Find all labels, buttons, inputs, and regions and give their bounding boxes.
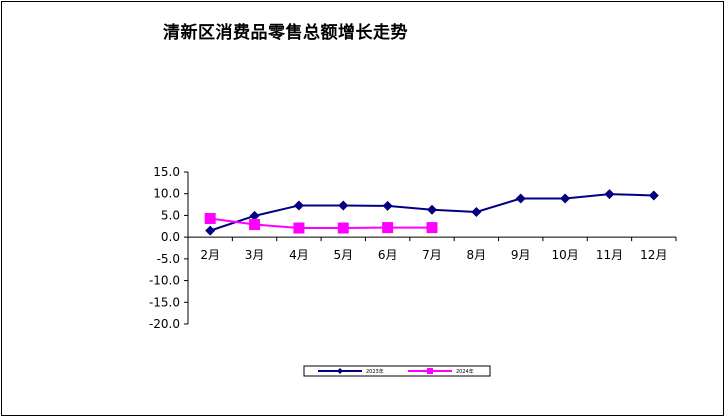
y-tick-label: 15.0	[153, 165, 180, 179]
data-point	[648, 190, 659, 201]
legend-label: 2024年	[456, 368, 474, 375]
data-point	[604, 189, 615, 200]
legend-marker	[427, 368, 433, 374]
y-tick-label: -20.0	[149, 317, 180, 331]
data-point	[382, 222, 394, 234]
data-point	[382, 200, 393, 211]
data-point	[205, 225, 216, 236]
data-point	[427, 204, 437, 215]
chart-series	[204, 189, 659, 236]
y-tick-label: -10.0	[149, 274, 180, 288]
x-tick-label: 5月	[333, 248, 353, 262]
series-2	[204, 212, 438, 234]
y-tick-label: -15.0	[149, 295, 180, 309]
y-tick-label: -5.0	[157, 252, 180, 266]
data-point	[293, 222, 305, 234]
x-tick-label: 12月	[640, 248, 667, 262]
y-axis-tick-labels: 15.0 10.0 5.0 0.0 -5.0 -10.0 -15.0 -20.0	[149, 165, 180, 331]
chart-axes	[184, 171, 677, 325]
data-point	[249, 210, 260, 221]
x-tick-label: 6月	[378, 248, 398, 262]
data-point	[560, 193, 571, 204]
data-point	[426, 222, 438, 234]
data-point	[249, 219, 261, 231]
data-point	[515, 193, 526, 204]
data-point	[338, 200, 349, 211]
data-point	[204, 212, 216, 224]
x-tick-label: 4月	[289, 248, 309, 262]
legend-marker	[337, 368, 343, 374]
chart-title: 清新区消费品零售总额增长走势	[163, 23, 408, 43]
x-tick-label: 7月	[422, 248, 442, 262]
x-tick-label: 9月	[511, 248, 531, 262]
chart-legend: 2023年 2024年	[303, 365, 491, 377]
y-tick-label: 0.0	[161, 230, 180, 244]
series-line	[210, 217, 432, 230]
series-1	[205, 189, 659, 236]
x-tick-label: 8月	[467, 248, 487, 262]
data-point	[293, 200, 304, 211]
y-tick-label: 10.0	[153, 187, 180, 201]
data-point	[471, 206, 482, 217]
legend-box	[303, 365, 491, 377]
data-point	[337, 222, 349, 234]
y-tick-label: 5.0	[161, 208, 180, 222]
x-tick-label: 2月	[200, 248, 220, 262]
x-axis-tick-labels: 2月 3月 4月 5月 6月 7月 8月 9月 10月 11月 12月	[200, 248, 667, 262]
x-tick-label: 11月	[596, 248, 623, 262]
x-tick-label: 10月	[551, 248, 578, 262]
legend-label: 2023年	[366, 368, 384, 375]
x-tick-label: 3月	[245, 248, 265, 262]
